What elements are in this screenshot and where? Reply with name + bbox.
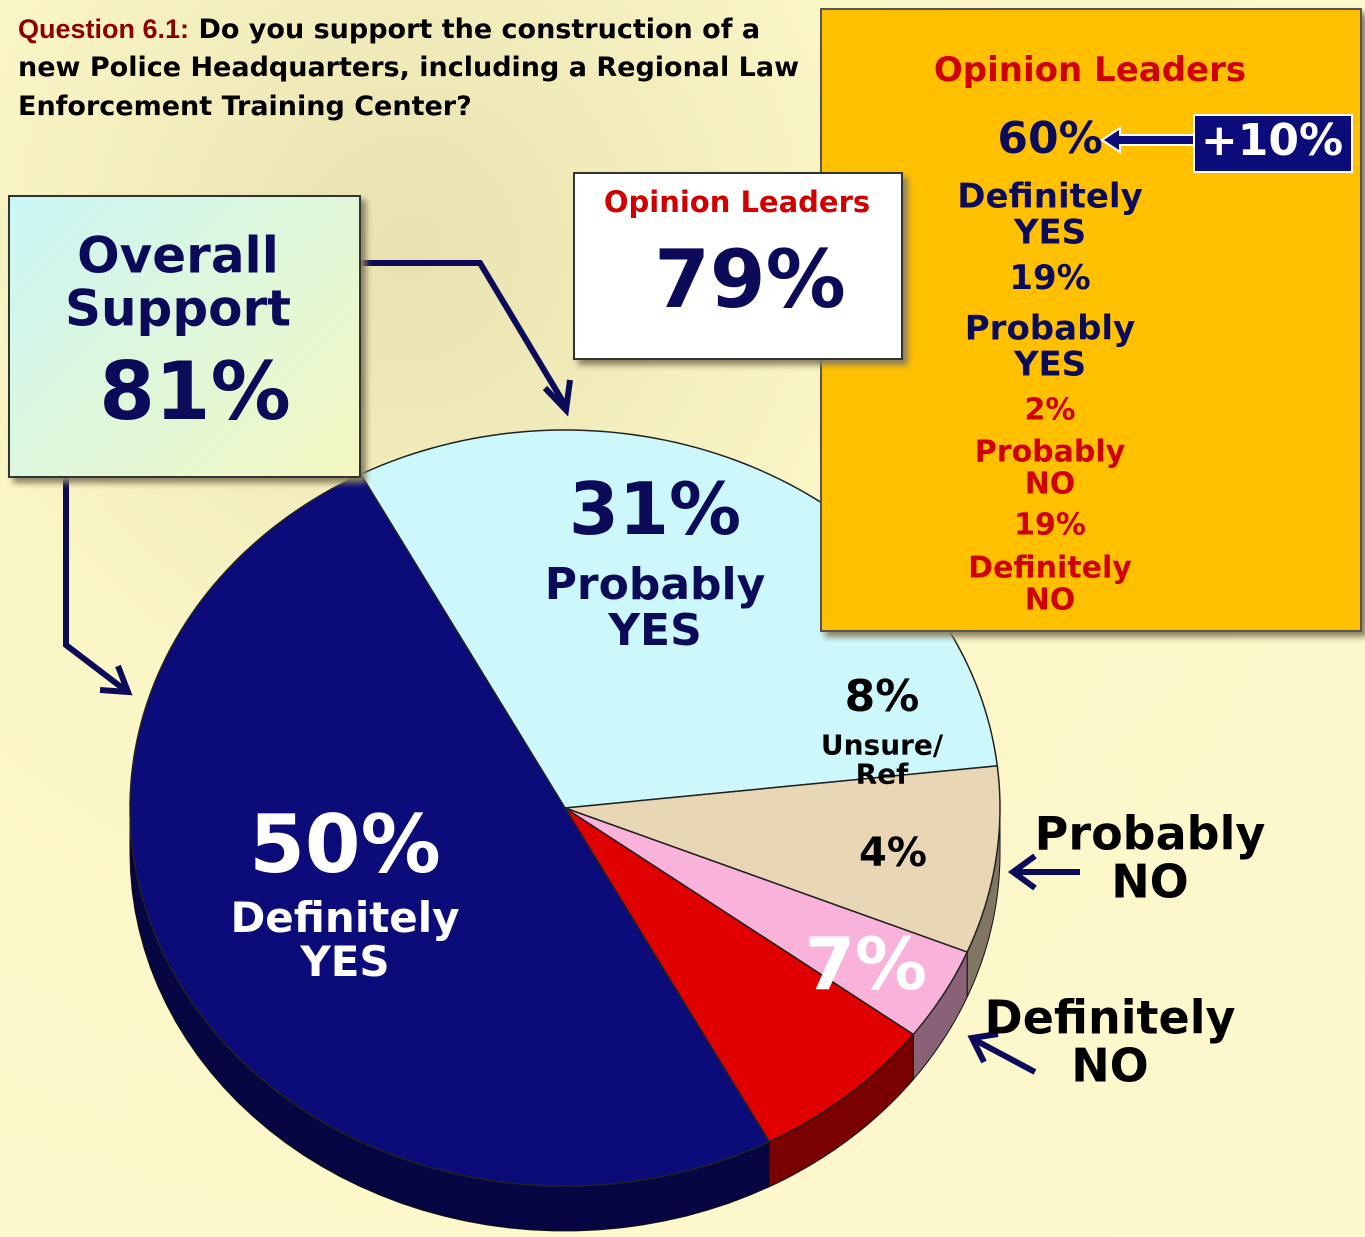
arrows (63, 260, 1080, 1075)
opinion-leader-value: 19% (1009, 258, 1091, 299)
opinion-leaders-title: Opinion Leaders (933, 50, 1247, 91)
slice-value-label: 50% (249, 798, 441, 891)
slice-value-label: 7% (804, 922, 928, 1007)
slice-value-label: 8% (844, 670, 920, 722)
slice-category-label: Definitely NO (984, 990, 1236, 1093)
question-text: Do you support the construction of a new… (18, 14, 800, 122)
opinion-leaders-total-box (573, 172, 903, 360)
slice-category-label: Probably YES (544, 558, 766, 656)
arrow (360, 260, 568, 407)
overall-support-title: Overall Support (64, 226, 292, 337)
opinion-leader-value: 2% (1024, 392, 1076, 428)
opinion-leader-value: 19% (1014, 507, 1086, 543)
change-box (1193, 114, 1353, 173)
slice-value-label: 31% (568, 467, 742, 552)
opinion-leader-label: Probably YES (964, 308, 1136, 384)
opinion-leaders-total-value: 79% (654, 233, 846, 326)
arrow (973, 1037, 1037, 1075)
opinion-leaders-box (820, 8, 1362, 632)
change-value: +10% (1200, 114, 1344, 166)
arrow (63, 475, 127, 693)
slice-category-label: Definitely YES (230, 892, 460, 986)
change-arrow (1100, 126, 1199, 154)
pie-slice (564, 807, 969, 1036)
pie-slice (564, 765, 1001, 953)
opinion-leaders-total-title: Opinion Leaders (603, 184, 871, 219)
pie-slice (564, 807, 915, 1143)
opinion-leader-label: Definitely YES (957, 176, 1143, 252)
slice-category-label: Unsure/ Ref (820, 728, 944, 791)
arrow-head (967, 1031, 999, 1064)
opinion-leader-value: 60% (997, 112, 1103, 164)
slice-category-label: Probably NO (1034, 806, 1266, 909)
overall-support-box (8, 195, 361, 478)
arrow-head (1007, 853, 1037, 891)
overall-support-value: 81% (99, 345, 291, 438)
pie-slice (129, 473, 771, 1187)
question: Question 6.1: Do you support the constru… (18, 10, 808, 126)
arrow-head (542, 379, 573, 417)
opinion-leader-label: Definitely NO (968, 550, 1132, 617)
question-label: Question 6.1: (18, 14, 190, 44)
slice-value-label: 4% (859, 830, 927, 876)
arrow (1100, 126, 1199, 154)
arrow-head (99, 664, 133, 696)
opinion-leader-label: Probably NO (974, 434, 1126, 501)
